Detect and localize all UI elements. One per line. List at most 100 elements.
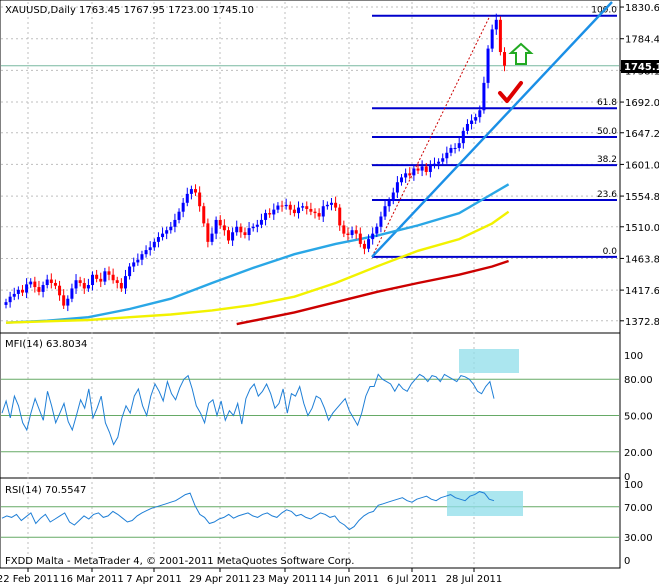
rsi-axis-label: 0	[624, 556, 630, 567]
candle-body	[354, 230, 358, 234]
candle-body	[218, 219, 222, 226]
copyright-text: FXDD Malta - MetaTrader 4, © 2001-2011 M…	[5, 556, 354, 567]
candle-body	[400, 177, 404, 183]
candle-body	[29, 281, 33, 285]
x-tick-label: 22 Feb 2011	[0, 574, 59, 585]
candle-body	[161, 233, 165, 238]
candle-body	[86, 285, 90, 289]
candle-body	[91, 274, 95, 286]
y-tick-label: 1784.40	[625, 35, 659, 46]
x-tick-label: 23 May 2011	[252, 574, 317, 585]
candle-body	[284, 204, 288, 207]
candle-body	[235, 226, 239, 233]
candle-body	[251, 226, 255, 229]
candle-body	[82, 282, 86, 289]
y-tick-label: 1692.00	[625, 98, 659, 109]
candle-body	[350, 230, 354, 236]
candlesticks	[4, 13, 507, 312]
candle-body	[78, 280, 82, 283]
candle-body	[371, 233, 375, 240]
rsi-line	[1, 491, 495, 531]
candle-body	[148, 247, 152, 251]
candle-body	[53, 282, 57, 286]
x-tick-label: 28 Jul 2011	[446, 574, 503, 585]
candle-body	[177, 211, 181, 220]
candle-body	[342, 225, 346, 234]
y-tick-label: 1372.80	[625, 317, 659, 328]
candle-body	[222, 225, 226, 231]
y-tick-label: 1601.00	[625, 160, 659, 171]
candle-body	[453, 147, 457, 149]
y-tick-label: 1554.80	[625, 192, 659, 203]
rsi-panel	[0, 477, 621, 569]
candle-body	[259, 219, 263, 225]
candle-body	[404, 173, 408, 178]
candle-body	[338, 207, 342, 226]
candle-body	[165, 230, 169, 234]
candle-body	[461, 130, 465, 144]
candle-body	[144, 250, 148, 255]
candle-body	[297, 207, 301, 214]
y-tick-label: 1830.65	[625, 3, 659, 14]
candle-body	[156, 237, 160, 242]
mfi-highlight-zone	[459, 349, 519, 373]
candle-body	[334, 202, 338, 208]
mfi-axis-label: 0	[624, 472, 630, 483]
candle-body	[395, 182, 399, 193]
candle-body	[16, 289, 20, 294]
trend-line	[371, 1, 613, 258]
rsi-level-label: 70.00	[624, 503, 653, 514]
candle-body	[367, 239, 371, 249]
candle-body	[181, 202, 185, 212]
mfi-axis-label: 100	[624, 351, 643, 362]
candle-body	[202, 206, 206, 224]
candle-body	[424, 166, 428, 172]
candle-body	[387, 200, 391, 207]
moving-average-line	[5, 183, 510, 324]
candle-body	[74, 280, 78, 289]
candle-body	[152, 241, 156, 248]
candle-body	[132, 262, 136, 267]
candle-body	[408, 173, 412, 176]
candle-body	[503, 52, 507, 66]
candle-body	[346, 233, 350, 236]
candle-body	[128, 266, 132, 277]
mfi-label: MFI(14) 63.8034	[5, 339, 87, 350]
candle-body	[41, 285, 45, 292]
candle-body	[379, 216, 383, 227]
rsi-highlight-zone	[447, 491, 523, 516]
candle-body	[272, 209, 276, 215]
candle-body	[391, 192, 395, 201]
candle-body	[280, 205, 284, 207]
candle-body	[111, 274, 115, 281]
candle-body	[301, 206, 305, 208]
candle-body	[66, 298, 70, 306]
y-axis-labels: 1830.651784.401738.151692.001647.201601.…	[620, 3, 659, 567]
candle-body	[33, 281, 37, 288]
candle-body	[95, 274, 99, 279]
candle-body	[441, 158, 445, 162]
candle-body	[140, 254, 144, 260]
moving-average-line	[5, 210, 510, 324]
candle-body	[136, 259, 140, 263]
candle-body	[416, 168, 420, 171]
candle-body	[255, 224, 259, 227]
candle-body	[123, 276, 127, 289]
candle-body	[470, 120, 474, 124]
candle-body	[185, 193, 189, 203]
y-tick-label: 1510.00	[625, 223, 659, 234]
candle-body	[189, 189, 193, 194]
symbol-header: XAUUSD,Daily 1763.45 1767.95 1723.00 174…	[5, 5, 254, 16]
candle-body	[305, 206, 309, 209]
x-tick-label: 29 Apr 2011	[189, 574, 251, 585]
candle-body	[169, 226, 173, 231]
candle-body	[49, 279, 53, 283]
candle-body	[210, 233, 214, 242]
candle-body	[494, 19, 498, 30]
candle-body	[428, 165, 432, 172]
candle-body	[362, 243, 366, 249]
candle-body	[329, 202, 333, 205]
fib-level-label: 50.0	[597, 127, 617, 137]
candle-body	[276, 205, 280, 210]
